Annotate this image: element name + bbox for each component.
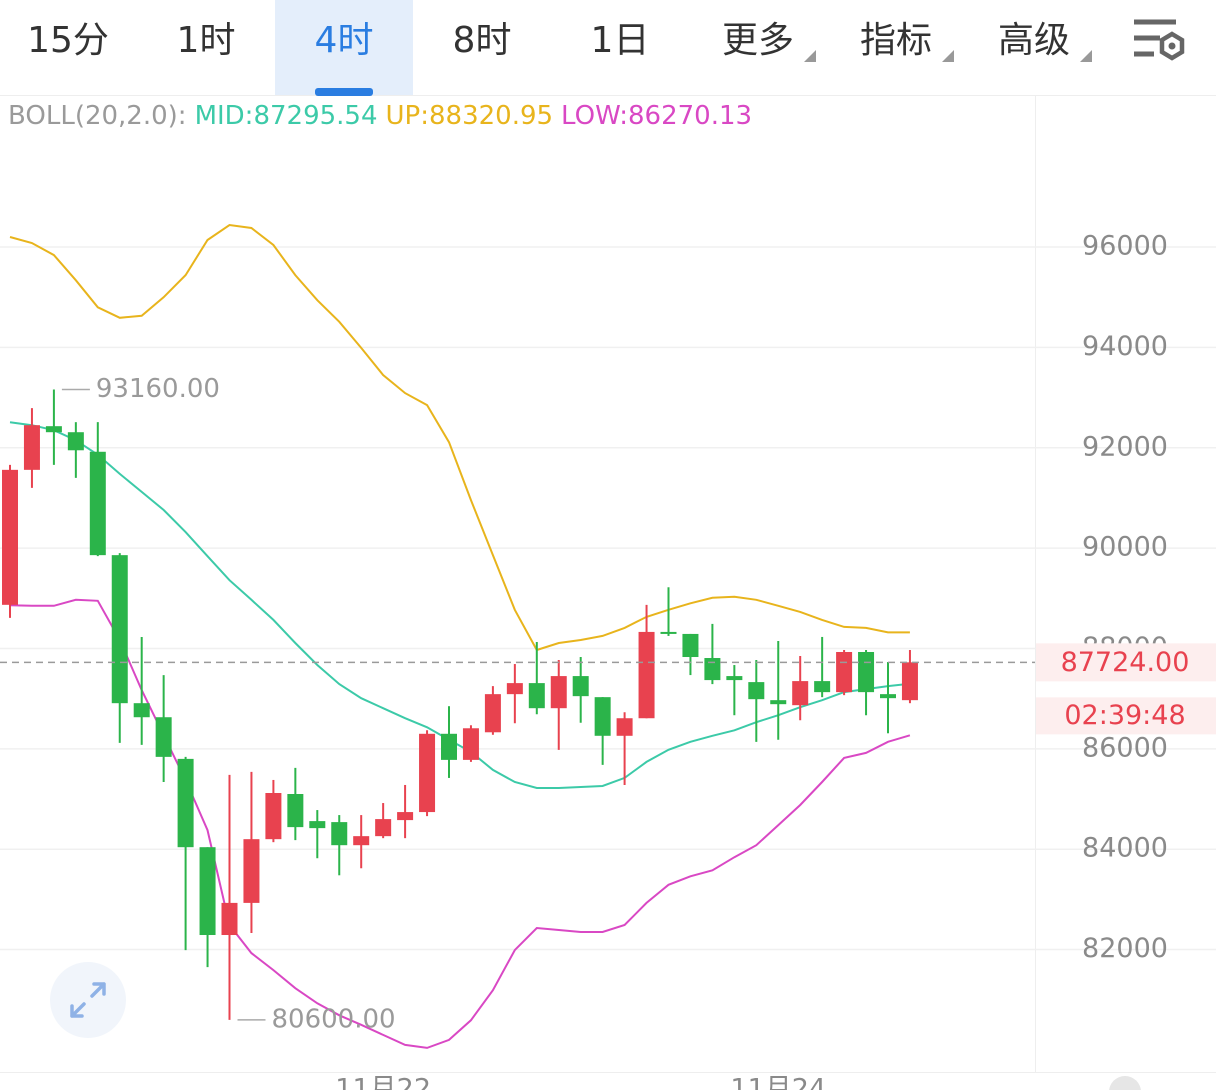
last-price-label: 87724.00: [1061, 647, 1190, 678]
candle-body: [419, 733, 436, 813]
candle-body: [550, 676, 567, 709]
candle-body: [111, 555, 128, 704]
candle-body: [572, 676, 589, 697]
y-tick-label: 94000: [1082, 331, 1168, 362]
countdown: 02:39:48: [1064, 700, 1185, 731]
low-name: LOW:: [561, 101, 628, 131]
y-tick-label: 96000: [1082, 231, 1168, 262]
candle-body: [792, 681, 809, 706]
tab-bar: [0, 0, 1216, 95]
tab[interactable]: 高级: [998, 20, 1070, 61]
candle-body: [704, 658, 721, 681]
tab[interactable]: 更多: [722, 20, 794, 61]
candle-body: [331, 822, 348, 846]
tab[interactable]: 15分: [27, 20, 109, 61]
candle-body: [243, 839, 260, 903]
candle-body: [901, 662, 918, 701]
candle-body: [155, 717, 172, 757]
candle-body: [770, 700, 787, 705]
candle-body: [199, 847, 216, 936]
tab[interactable]: 指标: [860, 20, 932, 61]
candle-body: [177, 758, 194, 848]
candle-body: [89, 451, 106, 556]
candle-body: [858, 651, 875, 693]
band-line: [9, 598, 911, 1049]
candle-body: [836, 651, 853, 693]
candle-body: [638, 631, 655, 719]
mid-value: 87295.54: [253, 101, 377, 131]
candle-body: [660, 631, 677, 634]
candle-body: [221, 902, 238, 936]
active-tab-bg: [275, 0, 413, 95]
tabs: 15分 1时 4时 8时 1日 更多 指标 高级: [27, 0, 1070, 96]
mid-name: MID:: [195, 101, 254, 131]
candle-body: [506, 683, 523, 695]
expand-button[interactable]: [50, 962, 126, 1038]
plot: 8200084000860008800090000920009400096000…: [0, 223, 1216, 1090]
candle-body: [309, 821, 326, 829]
candle-body: [880, 694, 896, 699]
countdown-box: [1036, 697, 1216, 735]
candle-body: [462, 728, 479, 760]
candle-body: [528, 683, 545, 709]
x-tick-label: 11月22: [335, 1074, 431, 1090]
candle-body: [594, 697, 611, 736]
indicator-label: BOLL(20,2.0):: [8, 101, 187, 131]
candle-body: [353, 836, 370, 846]
settings-icon[interactable]: [1134, 19, 1185, 61]
indicator-header: BOLL(20,2.0): MID:87295.54 UP:88320.95 LOW:…: [8, 101, 752, 131]
tab[interactable]: 4时: [315, 20, 374, 61]
candle-body: [441, 733, 457, 760]
candle-body: [814, 681, 831, 693]
candle-body: [45, 426, 62, 433]
candle-body: [133, 703, 150, 718]
tab[interactable]: 1时: [177, 20, 236, 61]
candle-body: [375, 819, 392, 837]
up-name: UP:: [386, 101, 429, 131]
tab[interactable]: 8时: [453, 20, 512, 61]
y-tick-label: 84000: [1082, 833, 1168, 864]
candle-body: [67, 432, 84, 451]
extreme-label: 80600.00: [272, 1004, 396, 1034]
y-tick-label: 86000: [1082, 732, 1168, 763]
active-tab-indicator: [315, 88, 373, 96]
last-price-box: [1036, 643, 1216, 682]
candle-body: [484, 694, 501, 733]
scroll-handle[interactable]: [1109, 1076, 1141, 1090]
y-tick-label: 82000: [1082, 933, 1168, 964]
band-line: [9, 421, 911, 789]
tab[interactable]: 1日: [591, 20, 650, 61]
candle-body: [397, 812, 414, 821]
candle-body: [616, 718, 633, 736]
band-line: [9, 223, 910, 652]
candle-body: [2, 469, 18, 605]
dropdown-arrows: [804, 50, 1092, 62]
up-value: 88320.95: [429, 101, 553, 131]
candle-body: [726, 676, 743, 681]
x-tick-label: 11月24: [730, 1074, 826, 1090]
low-value: 86270.13: [628, 101, 752, 131]
candle-body: [23, 425, 40, 470]
candle-body: [265, 793, 282, 840]
y-tick-label: 90000: [1082, 532, 1168, 563]
candle-body: [287, 794, 304, 828]
extreme-label: 93160.00: [96, 374, 220, 404]
candle-body: [682, 633, 699, 658]
candle-body: [748, 682, 765, 700]
y-tick-label: 92000: [1082, 431, 1168, 462]
